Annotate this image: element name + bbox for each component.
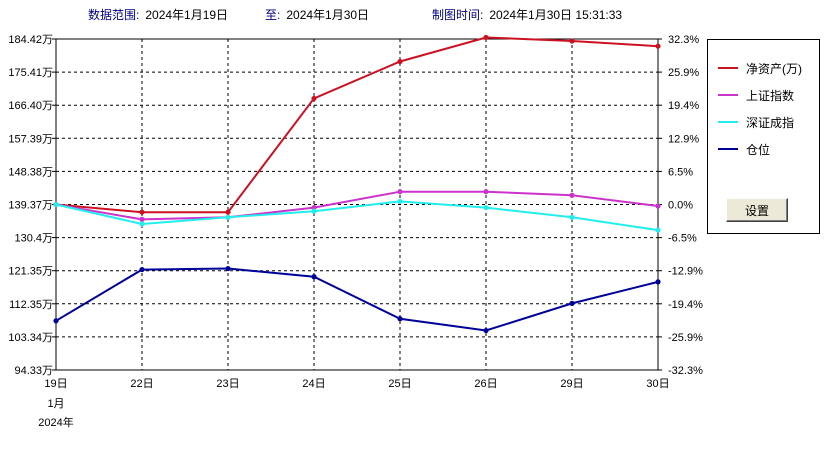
series-0-point: [655, 43, 661, 49]
y-left-tick-label: 157.39万: [8, 133, 53, 145]
legend-item: 深证成指: [718, 114, 794, 130]
series-2-point: [53, 201, 59, 208]
series-2-point: [311, 208, 317, 214]
x-sub-label: 1月: [47, 398, 64, 410]
legend-item: 上证指数: [718, 87, 794, 103]
range-label-text: 数据范围:: [88, 8, 140, 22]
series-0-point: [311, 95, 317, 102]
y-right-tick-label: -6.5%: [668, 233, 697, 245]
legend-label: 净资产(万): [746, 61, 802, 76]
to-label: 至:: [265, 8, 281, 22]
series-3-point: [225, 265, 231, 272]
series-line-2: [55, 200, 659, 232]
y-left-tick-label: 139.37万: [8, 200, 53, 212]
y-right-tick-label: 12.9%: [668, 133, 699, 145]
series-2-point: [139, 221, 145, 227]
series-2-point: [655, 227, 661, 233]
y-left-tick-label: 130.4万: [14, 233, 53, 245]
series-0-point: [569, 38, 575, 44]
legend-label: 上证指数: [746, 88, 795, 103]
y-right-tick-label: -19.4%: [668, 299, 703, 311]
series-line-1: [55, 190, 659, 221]
series-1-point: [569, 192, 575, 198]
series-3-point: [311, 274, 317, 280]
y-left-tick-label: 184.42万: [8, 34, 53, 46]
y-right-tick-label: -12.9%: [668, 266, 703, 278]
legend-swatch: [718, 121, 738, 123]
series-1-point: [397, 189, 403, 195]
plot-time-group: 制图时间: 2024年1月30日 15:31:33: [432, 6, 622, 23]
series-2-point: [569, 214, 575, 220]
series-2-point: [225, 214, 231, 220]
series-2-point: [397, 198, 403, 205]
y-left-tick-label: 166.40万: [8, 100, 53, 112]
x-tick-label: 19日: [44, 378, 67, 390]
x-tick-label: 23日: [216, 378, 239, 390]
range-end-group: 至: 2024年1月30日: [265, 6, 369, 23]
series-1-point: [311, 204, 317, 211]
y-right-tick-label: -32.3%: [668, 365, 703, 377]
legend-item: 仓位: [718, 141, 770, 157]
y-right-tick-label: 6.5%: [668, 166, 693, 178]
x-tick-label: 30日: [646, 378, 669, 390]
y-left-tick-label: 121.35万: [8, 266, 53, 278]
series-0-point: [483, 34, 489, 41]
series-3-point: [53, 318, 59, 324]
y-left-tick-label: 112.35万: [9, 299, 53, 311]
series-0-point: [397, 58, 403, 65]
x-tick-label: 26日: [474, 378, 497, 390]
legend-swatch: [718, 67, 738, 69]
series-3-point: [397, 316, 403, 322]
x-tick-label: 25日: [388, 378, 411, 390]
y-right-tick-label: 19.4%: [668, 100, 699, 112]
legend-panel: 净资产(万) 上证指数深证成指仓位 设置: [707, 39, 820, 234]
plot-time-label: 制图时间:: [432, 8, 484, 22]
series-1-point: [139, 216, 145, 222]
series-3-point: [655, 279, 661, 285]
y-right-tick-label: 0.0%: [668, 200, 693, 212]
series-1-point: [655, 203, 661, 209]
series-0-point: [225, 209, 231, 215]
plot-time: 2024年1月30日 15:31:33: [489, 8, 623, 22]
series-0-point: [139, 209, 145, 215]
y-left-tick-label: 175.41万: [8, 67, 53, 79]
y-right-tick-label: 32.3%: [668, 34, 699, 46]
y-left-tick-label: 94.33万: [14, 365, 53, 377]
series-2-point: [483, 204, 489, 211]
x-tick-label: 29日: [560, 378, 583, 390]
x-tick-label: 24日: [302, 378, 325, 390]
range-label: 数据范围: 2024年1月19日: [88, 6, 228, 23]
series-3-point: [139, 266, 145, 273]
series-line-0: [55, 36, 659, 214]
range-end: 2024年1月30日: [286, 8, 370, 22]
legend-swatch: [718, 148, 738, 150]
series-1-point: [483, 189, 489, 195]
series-3-point: [569, 300, 575, 306]
legend-swatch: [718, 94, 738, 96]
y-left-tick-label: 148.38万: [8, 166, 53, 178]
x-sub-label: 2024年: [38, 415, 73, 429]
legend-label: 深证成指: [746, 115, 795, 130]
y-left-tick-label: 103.34万: [8, 332, 53, 344]
y-right-tick-label: 25.9%: [668, 67, 699, 79]
legend-label: 仓位: [746, 142, 771, 157]
series-line-3: [55, 267, 659, 332]
range-start: 2024年1月19日: [145, 8, 229, 22]
series-3-point: [483, 327, 489, 334]
settings-button[interactable]: 设置: [726, 198, 788, 222]
legend-item: 净资产(万): [718, 60, 802, 76]
x-tick-label: 22日: [130, 378, 153, 390]
y-right-tick-label: -25.9%: [668, 332, 703, 344]
